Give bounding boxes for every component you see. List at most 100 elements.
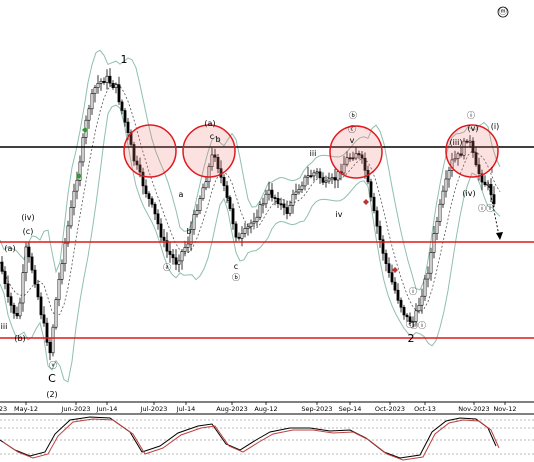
candle-body [117, 84, 121, 103]
candle-body [420, 295, 424, 306]
candle-body [42, 314, 46, 324]
candle-body [75, 179, 79, 192]
candle-body [246, 226, 250, 229]
top-right-circle-marker [497, 6, 509, 18]
candle-body [171, 254, 175, 259]
candle-body [60, 263, 64, 280]
candle-body [438, 203, 442, 222]
stochastic-signal-line [2, 418, 500, 461]
sell-signal-marker [363, 199, 369, 205]
candle-body [63, 242, 67, 265]
candle-body [282, 203, 286, 208]
candle-body [87, 108, 91, 121]
wave-label: ⓜ [499, 7, 507, 16]
wave-label: (v) [468, 124, 479, 133]
candle-body [441, 190, 445, 205]
signal-markers [76, 6, 509, 273]
candle-body [54, 299, 58, 328]
bollinger-bands [0, 49, 501, 383]
candle-body [27, 246, 31, 258]
candle-body [165, 240, 169, 252]
candle-body [477, 164, 481, 174]
candle-body [327, 178, 331, 182]
x-axis-tick-label: Sep-14 [339, 405, 362, 413]
candle-body [81, 137, 85, 163]
candle-body [474, 152, 478, 166]
candle-body [159, 223, 163, 238]
candle-body [39, 296, 43, 316]
candle-body [234, 223, 238, 238]
candle-body [177, 260, 181, 265]
wave-label: b [215, 135, 220, 144]
candle-body [261, 203, 265, 206]
candle-body [423, 278, 427, 297]
candle-body [492, 194, 496, 205]
candle-body [150, 198, 154, 205]
candle-body [270, 189, 274, 198]
candle-body [306, 175, 310, 178]
candle-body [276, 198, 280, 205]
candle-body [186, 243, 190, 248]
resistance-circle [445, 124, 499, 178]
bollinger-middle-band [0, 82, 501, 317]
candle-body [216, 157, 220, 170]
candle-body [333, 177, 337, 181]
candle-body [432, 233, 436, 253]
candle-body [258, 204, 262, 218]
buy-signal-marker [82, 127, 88, 133]
candle-body [429, 252, 433, 274]
candle-body [357, 153, 361, 156]
candle-body [72, 190, 76, 208]
candle-body [462, 140, 466, 156]
candle-body [363, 157, 367, 171]
candle-body [267, 189, 271, 195]
wave-label: ⓑ [232, 273, 240, 282]
buy-signal-marker [76, 173, 82, 179]
candle-body [48, 341, 52, 354]
candle-body [381, 239, 385, 254]
candle-body [300, 185, 304, 190]
candle-body [111, 83, 115, 89]
candle-body [99, 81, 103, 84]
candle-body [375, 210, 379, 227]
candle-body [96, 83, 100, 89]
wave-label: c [210, 132, 214, 141]
candlestick-series [0, 68, 496, 361]
candle-body [372, 196, 376, 211]
wave-label: (a) [204, 119, 215, 128]
candle-body [396, 289, 400, 301]
wave-label: ⓘⓘ [410, 321, 426, 330]
candle-body [351, 157, 355, 160]
candle-body [168, 250, 172, 255]
wave-label: 1 [121, 53, 128, 66]
resistance-circle [329, 125, 383, 179]
candle-body [291, 194, 295, 206]
candle-body [315, 171, 319, 174]
candle-body [90, 93, 94, 110]
candle-body [93, 87, 97, 94]
candle-body [348, 157, 352, 160]
candle-body [459, 153, 463, 156]
x-axis-tick-label: 23 [0, 405, 7, 413]
candle-body [138, 164, 142, 173]
wave-label: (c) [23, 227, 34, 236]
candle-body [390, 272, 394, 283]
candle-body [294, 191, 298, 195]
candle-body [228, 197, 232, 209]
candle-body [387, 263, 391, 273]
candle-body [360, 154, 364, 159]
wave-label: ⓐ [163, 263, 171, 272]
candle-body [15, 312, 19, 317]
forecast-arrow-head [496, 232, 503, 240]
wave-label: (i) [491, 122, 499, 131]
candle-body [288, 205, 292, 214]
wave-label: a [179, 190, 184, 199]
candle-body [453, 158, 457, 161]
candle-body [318, 171, 322, 179]
candle-body [213, 154, 217, 158]
candle-body [417, 304, 421, 312]
candle-body [231, 208, 235, 225]
x-axis-tick-label: Oct-2023 [375, 405, 405, 413]
resistance-circle [182, 124, 236, 178]
